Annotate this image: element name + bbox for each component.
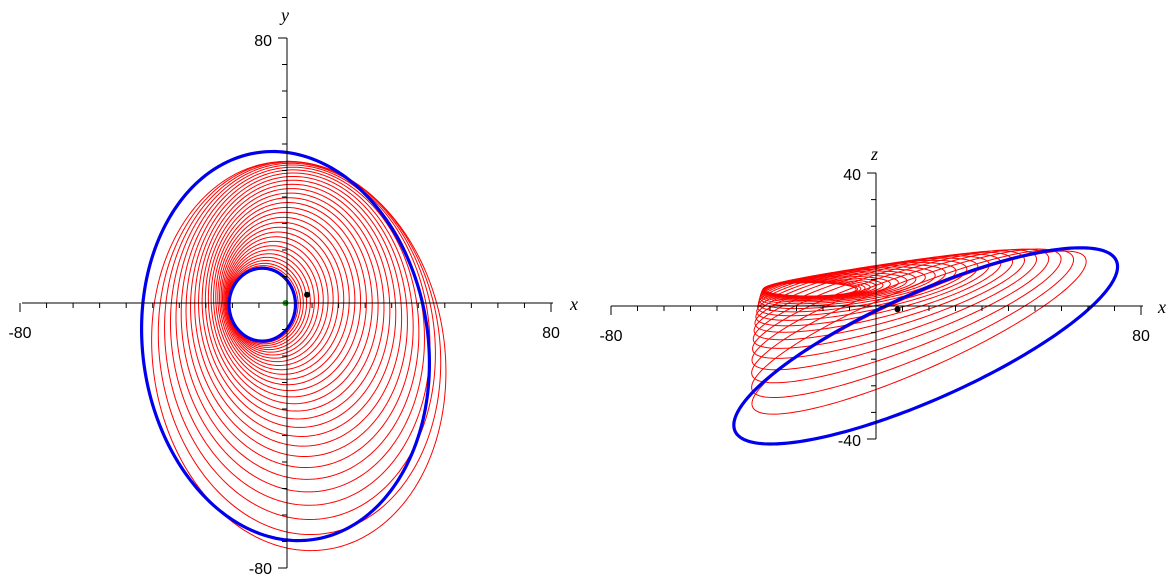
transfer-orbit-23 bbox=[198, 179, 397, 437]
xy-axis-ticks bbox=[19, 37, 552, 569]
boundary-orbit-1 bbox=[732, 246, 1120, 446]
transfer-orbit-12 bbox=[223, 231, 334, 367]
transfer-orbit-26 bbox=[185, 169, 414, 469]
transfer-orbit-20 bbox=[753, 251, 1014, 341]
transfer-orbit-25 bbox=[190, 172, 408, 457]
transfer-orbit-8 bbox=[226, 249, 315, 353]
x-axis-label: x bbox=[569, 294, 578, 314]
point-marker-2 bbox=[304, 291, 311, 298]
transfer-orbit-9 bbox=[225, 245, 320, 356]
xz-plane-panel: -80 80 40 -40 x z bbox=[599, 144, 1166, 450]
z-axis-label: z bbox=[870, 144, 878, 164]
x-tick-label-min: -80 bbox=[8, 325, 31, 342]
y-tick-label-min: -80 bbox=[249, 561, 272, 578]
transfer-orbit-15 bbox=[219, 216, 350, 380]
xz-point-markers bbox=[894, 306, 901, 313]
x-tick-label-max: 80 bbox=[1132, 328, 1150, 345]
xy-plane-panel: -80 80 80 -80 x y bbox=[8, 5, 578, 578]
transfer-orbit-24 bbox=[194, 175, 403, 447]
transfer-orbit-11 bbox=[224, 236, 329, 363]
xy-axes: -80 80 80 -80 x y bbox=[8, 5, 578, 578]
transfer-orbit-22 bbox=[752, 249, 1038, 359]
x-axis-label: x bbox=[1157, 297, 1166, 317]
transfer-orbit-19 bbox=[210, 197, 373, 405]
transfer-orbit-20 bbox=[207, 192, 379, 412]
xz-axes: -80 80 40 -40 x z bbox=[599, 144, 1166, 450]
transfer-orbit-21 bbox=[752, 250, 1026, 349]
transfer-orbit-28 bbox=[175, 164, 425, 493]
transfer-orbit-24 bbox=[751, 248, 1062, 384]
transfer-orbit-26 bbox=[751, 250, 1087, 415]
transfer-orbit-16 bbox=[217, 211, 356, 386]
transfer-orbit-13 bbox=[222, 226, 339, 371]
transfer-orbit-22 bbox=[201, 183, 391, 428]
transfer-orbit-23 bbox=[751, 248, 1050, 371]
x-tick-label-max: 80 bbox=[542, 325, 560, 342]
y-axis-label: y bbox=[279, 5, 289, 25]
x-tick-label-min: -80 bbox=[599, 328, 622, 345]
transfer-orbit-18 bbox=[213, 202, 367, 398]
transfer-orbit-10 bbox=[225, 240, 324, 359]
transfer-orbit-14 bbox=[220, 221, 345, 375]
z-tick-label-max: 40 bbox=[843, 167, 861, 184]
xz-orbit-curves bbox=[732, 246, 1120, 446]
transfer-orbit-19 bbox=[754, 253, 1002, 333]
point-marker-1 bbox=[894, 306, 901, 313]
xz-axis-ticks bbox=[610, 172, 1142, 440]
y-tick-label-max: 80 bbox=[254, 33, 272, 50]
transfer-orbit-27 bbox=[180, 166, 420, 480]
boundary-orbit-2 bbox=[139, 149, 432, 543]
transfer-orbit-25 bbox=[751, 249, 1075, 399]
boundary-orbit-1 bbox=[227, 266, 298, 343]
z-tick-label-min: -40 bbox=[838, 433, 861, 450]
xy-orbit-curves bbox=[139, 149, 447, 552]
transfer-orbit-21 bbox=[204, 188, 385, 420]
transfer-orbit-17 bbox=[215, 206, 362, 392]
